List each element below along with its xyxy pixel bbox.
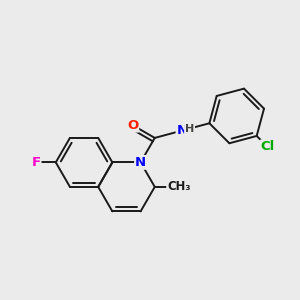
Text: CH₃: CH₃ [167,180,190,194]
Text: O: O [127,119,138,132]
Text: N: N [135,156,146,169]
Text: F: F [32,156,40,169]
Text: Cl: Cl [261,140,275,153]
Text: H: H [185,124,194,134]
Text: N: N [176,124,188,137]
